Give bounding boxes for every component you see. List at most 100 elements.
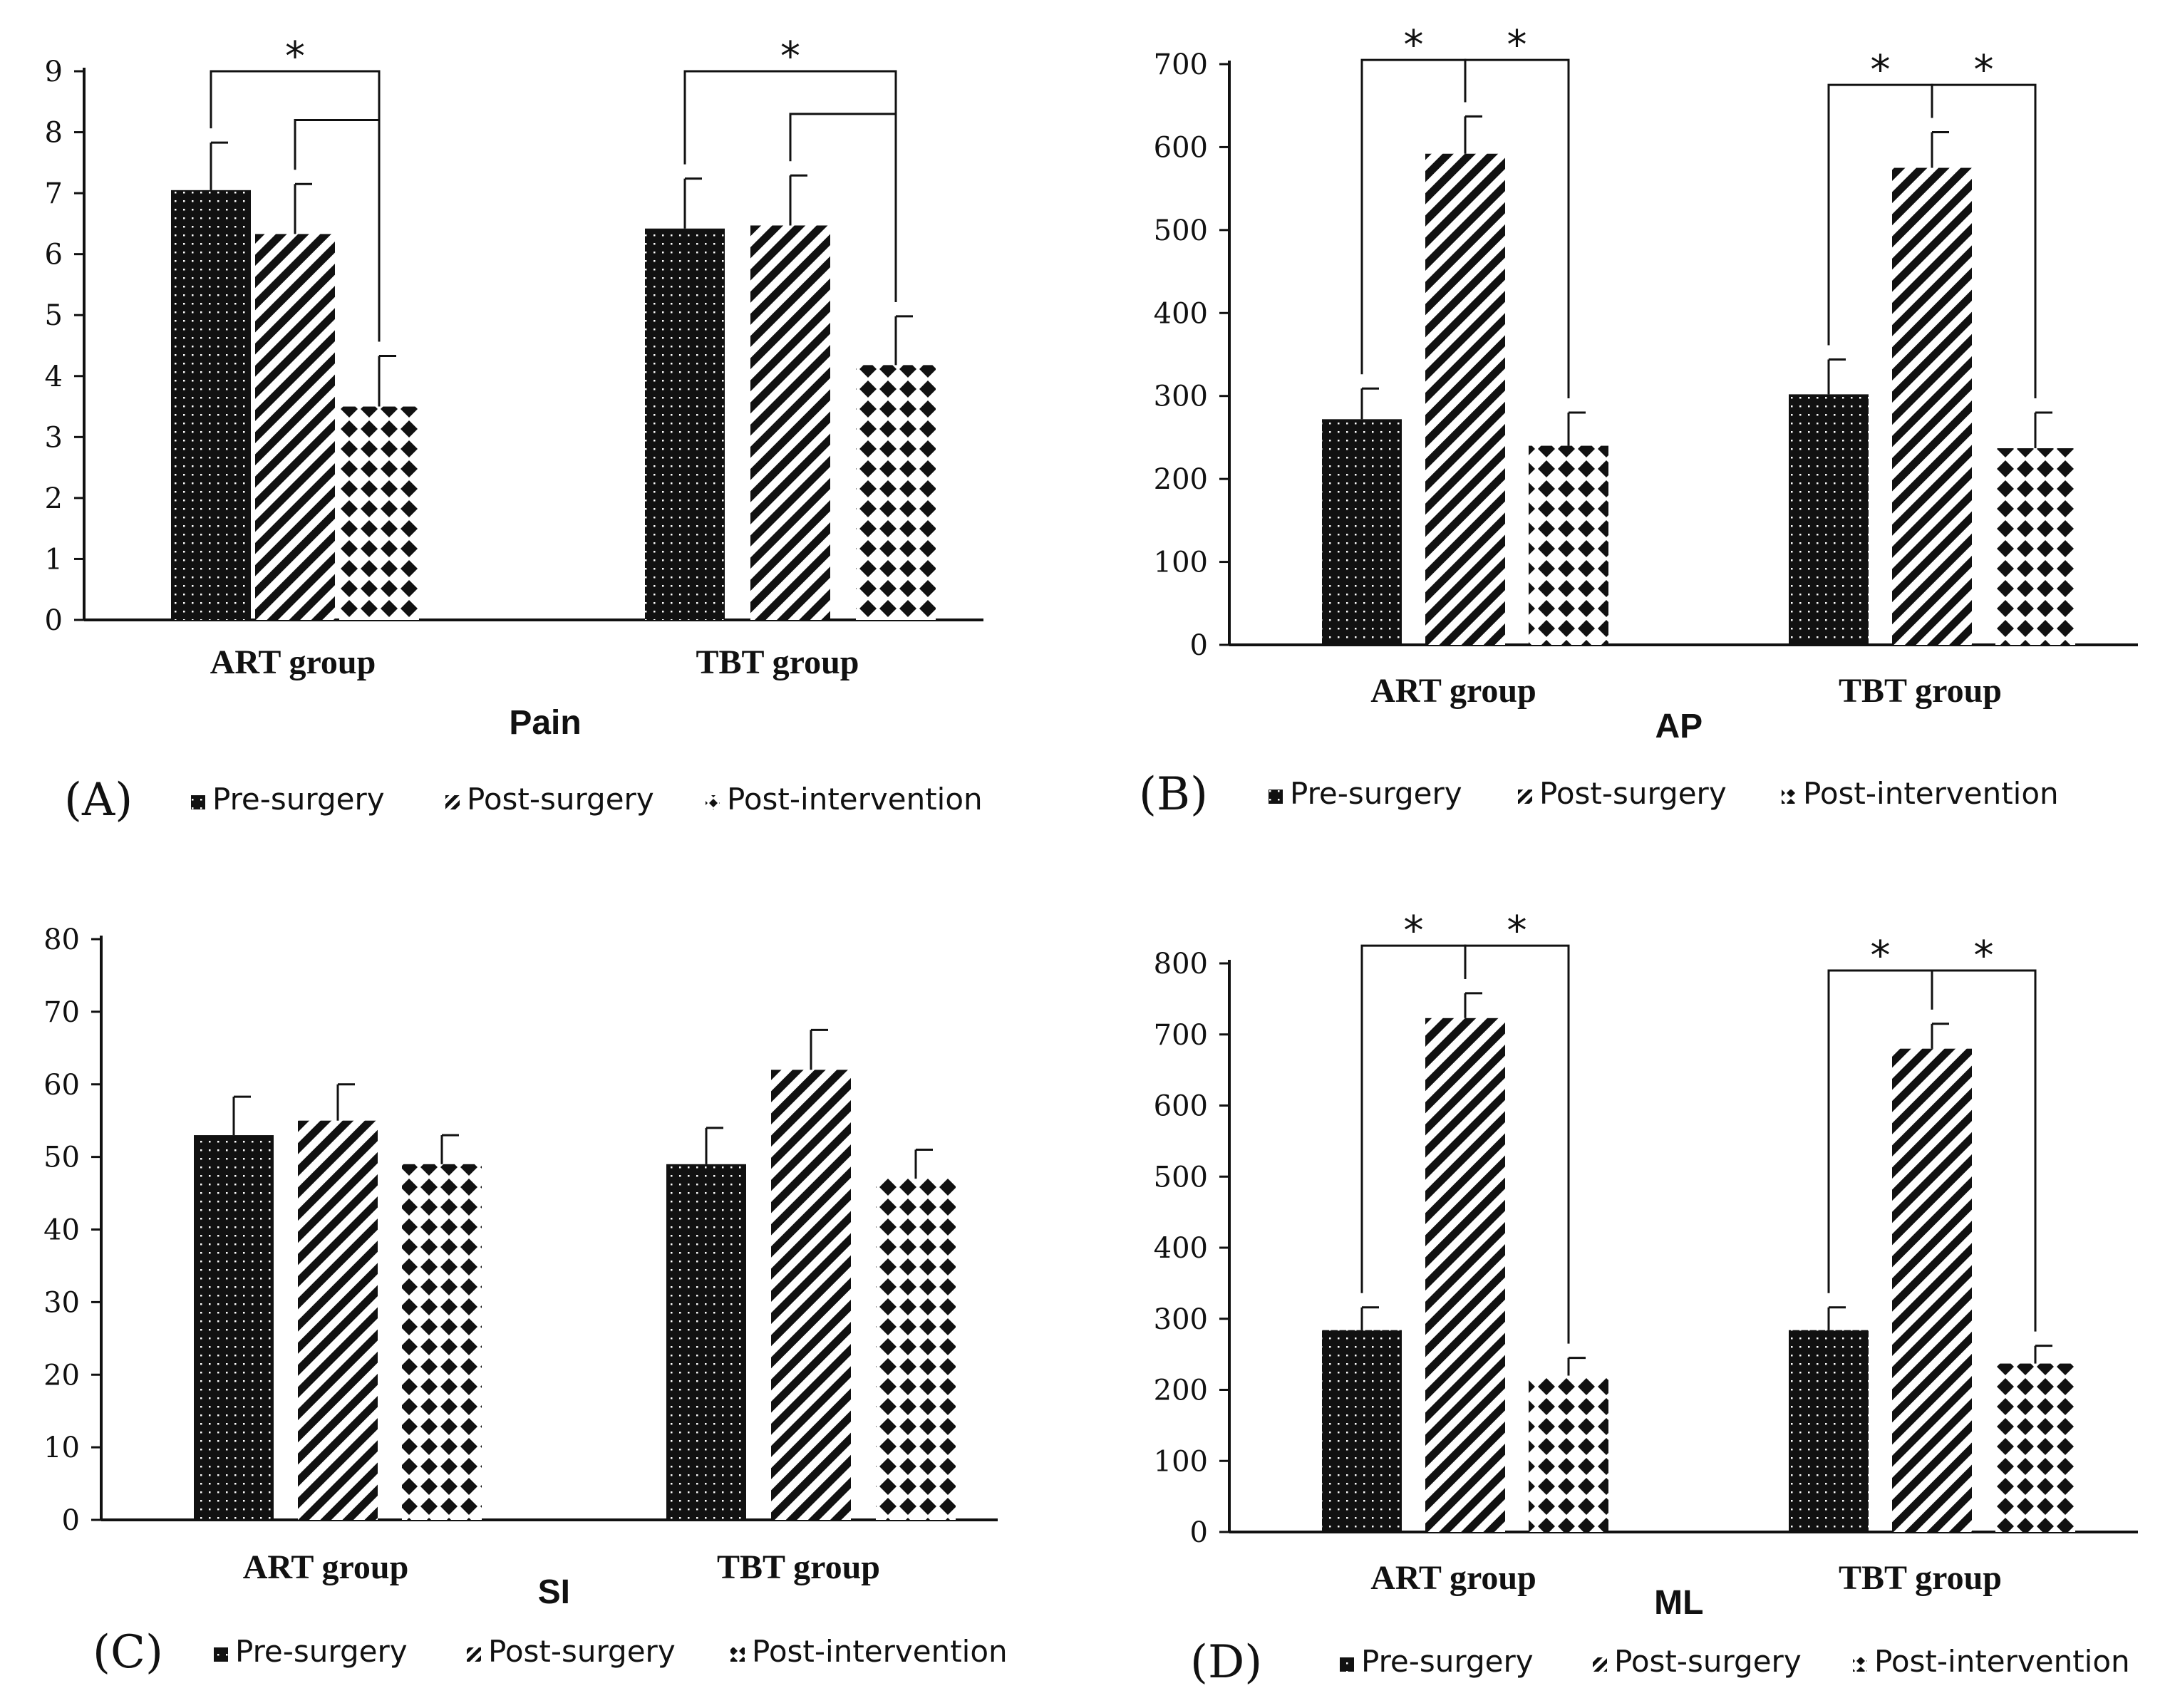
- y-tick-label: 1: [45, 543, 63, 576]
- y-tick-label: 0: [62, 1504, 80, 1537]
- legend-swatch: [445, 795, 460, 809]
- y-tick-label: 400: [1154, 297, 1208, 330]
- significance-star: *: [780, 33, 800, 80]
- panel-label: (B): [1139, 768, 1208, 821]
- legend-swatch: [1340, 1657, 1354, 1672]
- x-category-label: TBT group: [1839, 1559, 2002, 1597]
- legend-swatch: [191, 795, 205, 809]
- y-tick-label: 500: [1154, 1161, 1208, 1194]
- panel-label: (D): [1190, 1636, 1262, 1689]
- y-tick-label: 7: [45, 177, 63, 210]
- significance-star: *: [1507, 908, 1527, 954]
- x-category-label: TBT group: [696, 643, 859, 681]
- bar: [194, 1135, 274, 1520]
- legend-label: Post-intervention: [1803, 776, 2059, 811]
- x-category-label: ART group: [1370, 672, 1536, 710]
- x-category-label: TBT group: [1839, 672, 2002, 710]
- y-tick-label: 800: [1154, 948, 1208, 980]
- y-tick-label: 60: [43, 1069, 80, 1102]
- bar: [666, 1164, 746, 1520]
- bar: [1995, 448, 2075, 645]
- y-tick-label: 2: [45, 482, 63, 515]
- y-tick-label: 300: [1154, 381, 1208, 413]
- y-tick-label: 100: [1154, 547, 1208, 579]
- legend-label: Post-intervention: [752, 1634, 1008, 1669]
- y-tick-label: 40: [43, 1214, 80, 1247]
- y-tick-label: 600: [1154, 1090, 1208, 1123]
- y-tick-label: 0: [45, 604, 63, 637]
- y-tick-label: 50: [43, 1142, 80, 1174]
- y-tick-label: 200: [1154, 1375, 1208, 1407]
- y-tick-label: 3: [45, 421, 63, 454]
- legend-swatch: [1269, 790, 1283, 804]
- bar: [1425, 1018, 1505, 1532]
- significance-bracket: [294, 118, 381, 342]
- y-tick-label: 80: [43, 923, 80, 956]
- bar: [1995, 1363, 2075, 1532]
- legend-swatch: [467, 1647, 481, 1662]
- significance-star: *: [1404, 22, 1424, 68]
- y-tick-label: 100: [1154, 1445, 1208, 1478]
- bar: [1425, 153, 1505, 645]
- significance-bracket: [1931, 969, 2037, 1332]
- chart-panel: 0 10 20 30 40 50 60 70 80 ART group TBT group SI (C)…: [43, 923, 1008, 1679]
- significance-star: *: [285, 33, 305, 80]
- bar: [1892, 167, 1972, 646]
- bar: [402, 1164, 482, 1520]
- chart-title: AP: [1655, 708, 1703, 745]
- panel-label: (C): [93, 1626, 163, 1679]
- bar: [1529, 445, 1608, 645]
- significance-star: *: [1404, 908, 1424, 954]
- chart-title: ML: [1654, 1584, 1703, 1622]
- legend-swatch: [706, 795, 720, 809]
- chart-panel: 0 100 200 300 400 500 600 700 ART group TBT group…: [1139, 22, 2138, 821]
- significance-bracket: [789, 113, 897, 302]
- bar: [645, 228, 725, 620]
- y-tick-label: 200: [1154, 463, 1208, 496]
- bar: [1789, 1330, 1869, 1532]
- legend-swatch: [1853, 1657, 1867, 1672]
- legend-label: Post-surgery: [488, 1634, 676, 1669]
- legend-label: Post-intervention: [1874, 1644, 2130, 1679]
- chart-panel: 0 100 200 300 400 500 600 700 800 ART group TBT gr…: [1154, 908, 2138, 1689]
- significance-star: *: [1507, 22, 1527, 68]
- panel-label: (A): [64, 774, 133, 827]
- bar: [1529, 1375, 1608, 1532]
- significance-bracket: [1931, 83, 2037, 398]
- legend-label: Post-surgery: [1539, 776, 1727, 811]
- x-category-label: TBT group: [717, 1548, 880, 1586]
- significance-star: *: [1871, 933, 1891, 979]
- x-category-label: ART group: [1370, 1559, 1536, 1597]
- bar: [339, 406, 419, 620]
- y-tick-label: 500: [1154, 214, 1208, 247]
- bar: [1322, 1330, 1402, 1532]
- legend-label: Post-surgery: [1614, 1644, 1802, 1679]
- bar: [298, 1120, 378, 1520]
- y-tick-label: 20: [43, 1359, 80, 1392]
- significance-bracket: [1464, 58, 1570, 398]
- legend-label: Post-surgery: [467, 782, 654, 817]
- y-tick-label: 5: [45, 299, 63, 332]
- bar: [255, 234, 335, 620]
- x-category-label: ART group: [243, 1548, 409, 1586]
- chart-panel: 0 1 2 3 4 5 6 7 8 9 ART group TBT group Pain (A) Pre-s…: [45, 33, 983, 827]
- significance-star: *: [1871, 47, 1891, 93]
- y-tick-label: 70: [43, 996, 80, 1029]
- y-tick-label: 300: [1154, 1303, 1208, 1336]
- y-tick-label: 8: [45, 117, 63, 150]
- legend-label: Post-intervention: [727, 782, 983, 817]
- bar: [171, 190, 251, 620]
- y-tick-label: 600: [1154, 131, 1208, 164]
- legend-label: Pre-surgery: [1290, 776, 1462, 811]
- y-tick-label: 400: [1154, 1232, 1208, 1265]
- bar: [1789, 394, 1869, 645]
- y-tick-label: 9: [45, 56, 63, 88]
- y-tick-label: 10: [43, 1432, 80, 1464]
- legend-swatch: [214, 1647, 228, 1662]
- bar: [1892, 1048, 1972, 1532]
- bar: [1322, 419, 1402, 645]
- significance-bracket: [1464, 944, 1570, 1344]
- y-tick-label: 0: [1190, 1516, 1208, 1549]
- legend-label: Pre-surgery: [1361, 1644, 1534, 1679]
